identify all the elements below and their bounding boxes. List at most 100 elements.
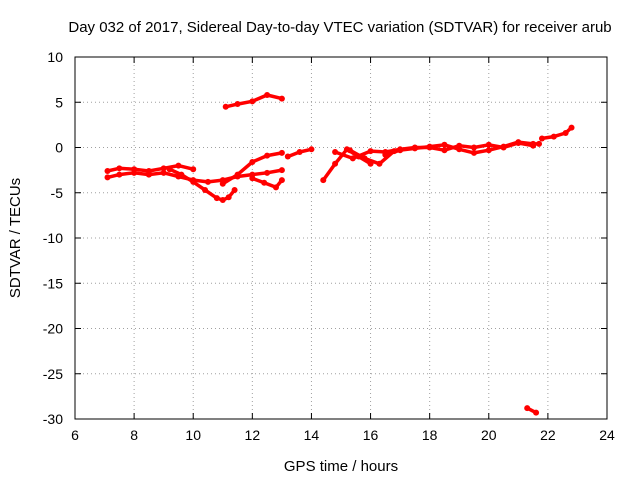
data-point — [225, 194, 232, 201]
y-tick-label: -5 — [51, 185, 64, 201]
data-point — [332, 160, 339, 167]
series-track-b — [104, 162, 197, 175]
data-point — [190, 178, 197, 185]
y-tick-label: -25 — [43, 366, 63, 382]
data-point — [278, 149, 285, 156]
axis-ticks: 6 8 10 12 14 16 18 20 22 24 10 5 0 -5 -10 -15 -20 -25 -30 — [43, 49, 615, 443]
data-point — [264, 152, 271, 159]
data-point — [145, 168, 152, 175]
data-point — [361, 155, 368, 162]
data-point — [530, 140, 537, 147]
data-point — [441, 147, 448, 154]
data-point — [249, 98, 256, 105]
data-point — [346, 147, 353, 154]
data-point — [272, 184, 279, 191]
data-point — [166, 166, 173, 173]
x-tick-label: 14 — [304, 427, 320, 443]
data-point — [456, 146, 463, 153]
data-point — [234, 171, 241, 178]
y-tick-label: -20 — [43, 321, 63, 337]
data-point — [202, 187, 209, 194]
data-point — [296, 149, 303, 156]
data-point — [411, 145, 418, 152]
data-point — [562, 130, 569, 137]
y-tick-label: 5 — [55, 94, 63, 110]
data-point — [160, 165, 167, 172]
data-point — [441, 141, 448, 148]
data-series — [104, 92, 575, 416]
y-tick-label: 0 — [55, 140, 63, 156]
data-point — [104, 168, 111, 175]
y-tick-label: -30 — [43, 411, 63, 427]
y-tick-label: -15 — [43, 275, 63, 291]
x-tick-label: 18 — [422, 427, 438, 443]
data-point — [382, 151, 389, 158]
data-point — [485, 147, 492, 154]
data-point — [231, 187, 238, 194]
data-point — [320, 177, 327, 184]
data-point — [278, 177, 285, 184]
series-track-e — [249, 175, 285, 191]
x-tick-label: 12 — [245, 427, 261, 443]
data-point — [332, 149, 339, 156]
data-point — [471, 149, 477, 156]
series-track-m — [524, 405, 540, 416]
data-point — [160, 169, 167, 176]
data-point — [524, 405, 531, 412]
series-line — [540, 125, 574, 141]
data-point — [264, 92, 271, 99]
x-tick-label: 16 — [363, 427, 379, 443]
series-line — [348, 148, 396, 166]
data-point — [178, 171, 185, 178]
data-point — [234, 101, 241, 108]
series-track-f — [222, 92, 285, 110]
data-point — [284, 153, 291, 160]
data-point — [205, 178, 211, 185]
x-tick-label: 22 — [540, 427, 556, 443]
data-point — [219, 196, 226, 203]
x-axis-label: GPS time / hours — [284, 458, 398, 475]
y-tick-label: 10 — [47, 49, 63, 65]
series-track-g — [284, 146, 315, 160]
x-tick-label: 10 — [185, 427, 201, 443]
data-point — [515, 139, 522, 146]
series-track-d — [219, 149, 285, 187]
data-point — [264, 169, 271, 176]
data-point — [249, 175, 256, 182]
data-point — [376, 160, 383, 167]
data-point — [308, 146, 315, 153]
data-point — [397, 147, 404, 154]
data-point — [261, 179, 268, 186]
x-tick-label: 8 — [130, 427, 138, 443]
x-tick-label: 20 — [481, 427, 497, 443]
data-point — [219, 180, 226, 187]
grid — [75, 57, 607, 419]
y-axis-label: SDTVAR / TECUs — [7, 178, 24, 298]
data-point — [190, 166, 197, 173]
data-point — [249, 158, 256, 165]
data-point — [116, 171, 123, 178]
data-point — [500, 143, 507, 150]
series-track-l — [538, 124, 575, 142]
data-point — [426, 143, 433, 150]
data-point — [175, 162, 182, 169]
data-point — [278, 167, 285, 174]
data-point — [367, 148, 374, 155]
data-point — [278, 95, 285, 102]
data-point — [104, 174, 111, 181]
series-track-c — [166, 166, 238, 203]
data-point — [222, 103, 229, 110]
series-track-k — [382, 139, 543, 158]
data-point — [536, 140, 543, 147]
x-tick-label: 6 — [71, 427, 79, 443]
y-tick-label: -10 — [43, 230, 63, 246]
data-point — [538, 135, 545, 142]
data-point — [533, 409, 540, 416]
data-point — [568, 124, 575, 131]
data-point — [471, 144, 477, 151]
data-point — [131, 166, 138, 173]
data-point — [485, 141, 492, 148]
x-tick-label: 24 — [599, 427, 615, 443]
